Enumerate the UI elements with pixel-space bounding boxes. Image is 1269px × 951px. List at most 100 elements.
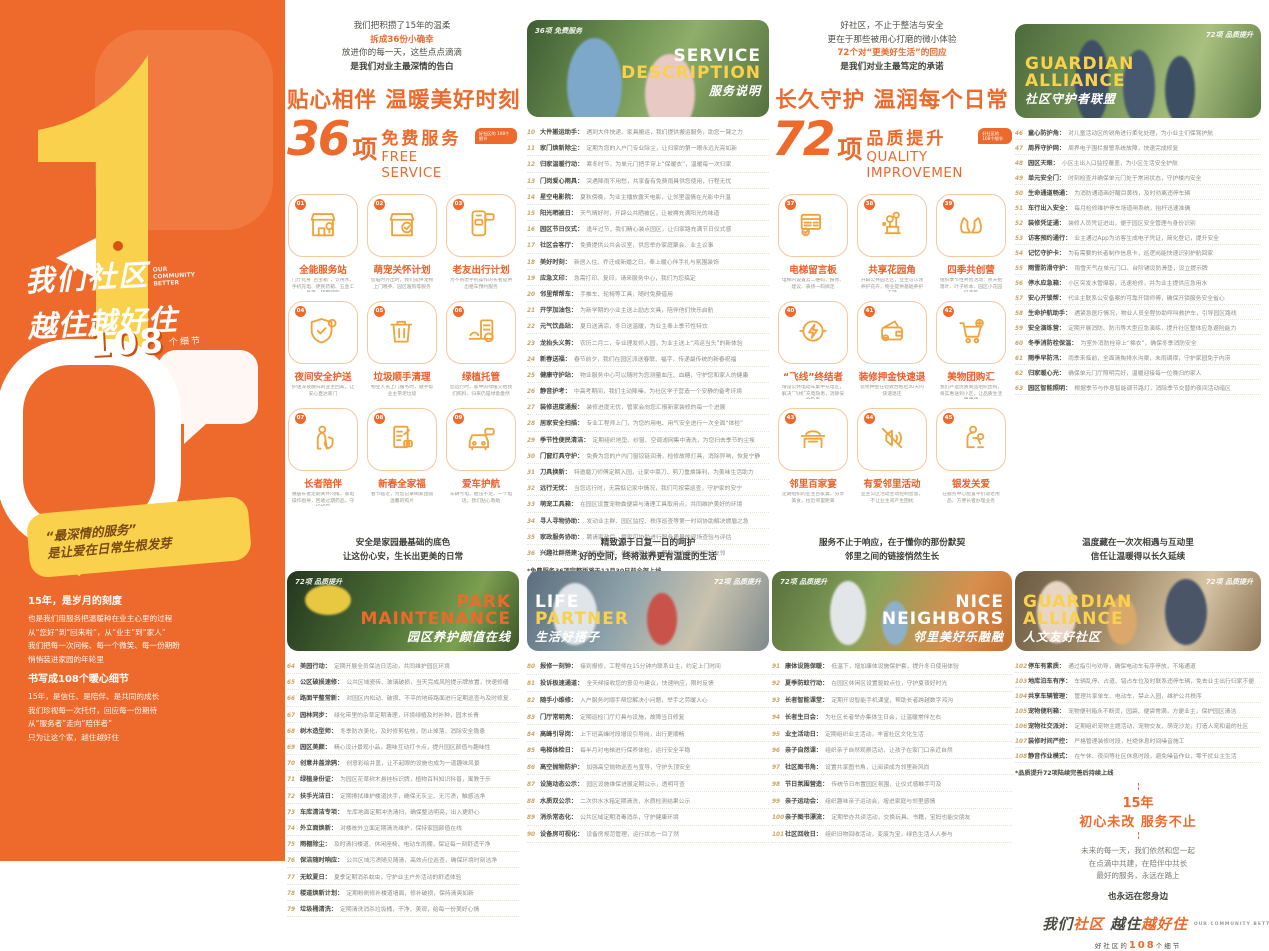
item-label: 楼道焕新计划：: [300, 889, 344, 897]
item-number: 107: [1015, 738, 1028, 745]
service-list-item: 10 大件搬运助手： 遇到大件快递、家具搬运，我们提供搬运服务，助您一臂之力: [527, 124, 769, 141]
item-description: 中高考期间，我们主动降噪，为社区学子营造一个安静的备考环境: [573, 389, 743, 396]
card-description: 在服务中心配置平价适老用品，方便长者办理业务: [942, 492, 1000, 504]
human-photo: 72项 品质提升 GUARDIAN ALLIANCE 人文友好社区: [1015, 571, 1261, 651]
quality-headline: 长久守护 温润每个日常: [775, 88, 1009, 113]
service-list-item: 71 绿植身份证： 为园区花草树木悬挂标识牌，植物百科知识科普，寓教于乐: [287, 771, 519, 788]
item-number: 17: [527, 243, 536, 250]
service-card: 45 银发关爱 在服务中心配置平价适老用品，方便长者办理业务: [936, 408, 1006, 506]
item-description: 免费提供公共会议室，供您举办家庭聚会、业主议事: [580, 243, 714, 250]
item-number: 74: [287, 825, 296, 832]
service-list-item: 31 刀具换新： 特邀磨刀师傅定期入园，让家中菜刀、剪刀重焕锋利，为美味生活助力: [527, 464, 769, 481]
service-list-item: 15 阳光晒被日： 天气晴好时，开辟公共晒被区，让被褥充满阳光的味道: [527, 205, 769, 222]
human-friendly-column: 温度藏在一次次相遇与互动里 信任让温暖得以长久延续 72项 品质提升 GUARDI…: [1015, 537, 1269, 951]
card-description: 物业人员上门服务时，顺手帮业主带走垃圾: [370, 385, 434, 397]
item-label: 冬季消防栓保温：: [1028, 339, 1078, 347]
item-description: 设置共享图书角，让阅读成为邻里新风尚: [825, 765, 930, 772]
item-description: 遇到大件快递、家具搬运，我们提供搬运服务，助您一臂之力: [586, 130, 743, 137]
card-description: 车辆亏电、胎压不足，一个电话，我们贴心救助: [449, 492, 513, 504]
item-description: 对儿童活动区的锐角进行柔化处理，为小业主们保驾护航: [1068, 130, 1214, 137]
item-label: 园区节日仪式：: [540, 226, 584, 234]
item-description: 为消防通道画好醒目黄线，及时劝离违停车辆: [1074, 190, 1191, 197]
item-number: 99: [772, 798, 781, 805]
item-number: 26: [527, 389, 536, 396]
item-number: 20: [527, 291, 536, 298]
service-card-box: 05: [367, 301, 437, 364]
item-label: 美好时刻：: [540, 258, 571, 266]
big-10-bird-graphic: [0, 30, 273, 565]
item-number: 64: [287, 664, 296, 671]
item-number: 14: [527, 194, 536, 201]
text-line: 我们珍视每一次托付，回应每一份期待: [28, 705, 158, 715]
count-unit: 项: [352, 135, 378, 164]
item-number: 57: [1015, 295, 1024, 302]
card-number-badge: 42: [943, 306, 954, 317]
item-number: 33: [527, 502, 536, 509]
service-list-item: 23 龙抬头义剪： 农历二月二，专业理发师入园，为业主送上“鸿运当头”的新体验: [527, 334, 769, 351]
closing-title-promise: 初心未改 服务不止: [1079, 815, 1197, 830]
service-list-item: 47 周界守护网： 周界电子围栏报警系统故障，快速完成修复: [1015, 140, 1261, 155]
item-description: 装修人员凭证进出，便于园区安全管理与身份识别: [1068, 220, 1196, 227]
item-label: 随手小维修：: [540, 696, 578, 704]
service-list-item: 65 公区破损速修： 公共区域瓷砖、玻璃破损，当天完成风险提示牌放置，快速修缮: [287, 674, 519, 691]
item-number: 72: [287, 793, 296, 800]
item-number: 18: [527, 259, 536, 266]
bird-eye: [113, 241, 123, 251]
item-description: 定期开设智能手机课堂，帮助长者跨越数字鸿沟: [831, 697, 954, 704]
item-label: 健康守护站：: [540, 371, 578, 379]
item-number: 101: [772, 832, 785, 839]
service-list-item: 100 亲子图书漂流： 定期举办共读活动，交换玩具、书籍，宝妈也能交朋友: [772, 809, 1012, 826]
card-number-badge: 43: [785, 413, 796, 424]
item-description: 夏日送清凉，冬日送温暖，为业主奉上季节性特饮: [580, 324, 708, 331]
service-list-item: 58 生命护航助手： 遇紧急医疗情况，物业人员全程协助呼叫救护车，引导园区路线: [1015, 305, 1261, 320]
card-number-badge: 41: [864, 306, 875, 317]
service-card: 06 绿植托管 您远行时，家中的绿植交给我们照料，归来仍是绿意盎然: [446, 301, 516, 399]
closing-also-line: 也永远在您身边: [1107, 891, 1169, 902]
card-description: 您临时外出时，我们提供宠物上门喂养、园区遛狗等服务: [370, 278, 434, 290]
service-card: 09 爱车护航 车辆亏电、胎压不足，一个电话，我们贴心救助: [446, 408, 516, 506]
item-label: 业主活动日：: [785, 730, 823, 738]
item-number: 19: [527, 275, 536, 282]
shield-icon: [306, 314, 340, 352]
photo-checklist-icon: [385, 421, 419, 459]
service-list-item: 21 开学加油包： 为新学期的小业主送上励志文具，陪伴他们快乐启航: [527, 302, 769, 319]
card-label: 老友出行计划: [452, 265, 510, 276]
item-number: 58: [1015, 310, 1024, 317]
item-number: 108: [1015, 753, 1028, 760]
photo-title-en2: ALLIANCE: [1025, 71, 1126, 92]
item-label: 元气饮品站：: [540, 323, 578, 331]
item-label: 雨雪防滑守护：: [1028, 264, 1072, 272]
item-number: 60: [1015, 340, 1024, 347]
item-number: 62: [1015, 370, 1024, 377]
item-description: 为室外消防栓穿上“棉衣”，确保冬季消防安全: [1080, 340, 1197, 347]
card-number-badge: 06: [453, 306, 464, 317]
service-list-item: 25 健康守护站： 物业服务中心可以随时为您测量血压、血糖，守护您和家人的健康: [527, 367, 769, 383]
community-poster: 我们社区 OUR COMMUNITY BETTER 越住越好住 好社区的 108 …: [0, 0, 1269, 861]
park-photo: 72项 品质提升 PARK MAINTENANCE 园区养护颜值在线: [287, 571, 519, 651]
item-description: 公共区域污渍随见随清，高效点位巡查，确保环境时刻洁净: [346, 858, 498, 865]
item-number: 48: [1015, 160, 1024, 167]
text-line: 好社区，不止于整洁与安全: [840, 21, 944, 31]
item-description: 定期擦拭维护楼道扶手，确保无灰尘、无污渍，触感洁净: [340, 793, 486, 800]
item-description: 定期组织地垫、纱窗、空调滤网集中清洗，为您扫去季节的尘埃: [592, 437, 755, 444]
item-number: 100: [772, 815, 785, 822]
text-line: 只为让这个家，越住越好住: [28, 732, 120, 742]
item-label: 安心开锁帮：: [1028, 294, 1066, 302]
service-list-item: 101 社区回收日： 组织旧物回收活动，变废为宝，绿色生活人人参与: [772, 826, 1012, 843]
item-number: 91: [772, 664, 781, 671]
dotted-connector: [1137, 783, 1139, 790]
count-label-cn: 免费服务: [381, 129, 462, 149]
item-label: 周界守护网：: [1028, 144, 1066, 152]
service-list-item: 80 报修一刻钟： 接到报修，工程师在15分钟内联系业主，约定上门时间: [527, 658, 769, 675]
item-label: 萌宠工具箱：: [540, 501, 578, 509]
service-list-item: 27 装修进度通报： 装修进度无忧，管家会向您汇报新家装修的每一个进展: [527, 399, 769, 416]
item-number: 97: [772, 765, 781, 772]
photo-title-en2: NEIGHBORS: [881, 609, 1004, 630]
service-card: 43 邻里百家宴 定期组织的业主百家宴，分享美食，拉近邻里距离: [778, 408, 848, 506]
card-number-badge: 02: [374, 199, 385, 210]
item-description: 园区设施维保进展定期公示，透明可查: [586, 781, 685, 788]
item-description: 公共区域定期消毒消杀，守护健康环境: [580, 815, 679, 822]
mini-bubble: 好社区的 108个细节: [978, 128, 1012, 144]
item-description: 冬季防冻美化，及时修剪枯枝，防止掉落，消除安全隐患: [340, 728, 486, 735]
mini-bubble: 好社区的 108个细节: [474, 128, 518, 144]
